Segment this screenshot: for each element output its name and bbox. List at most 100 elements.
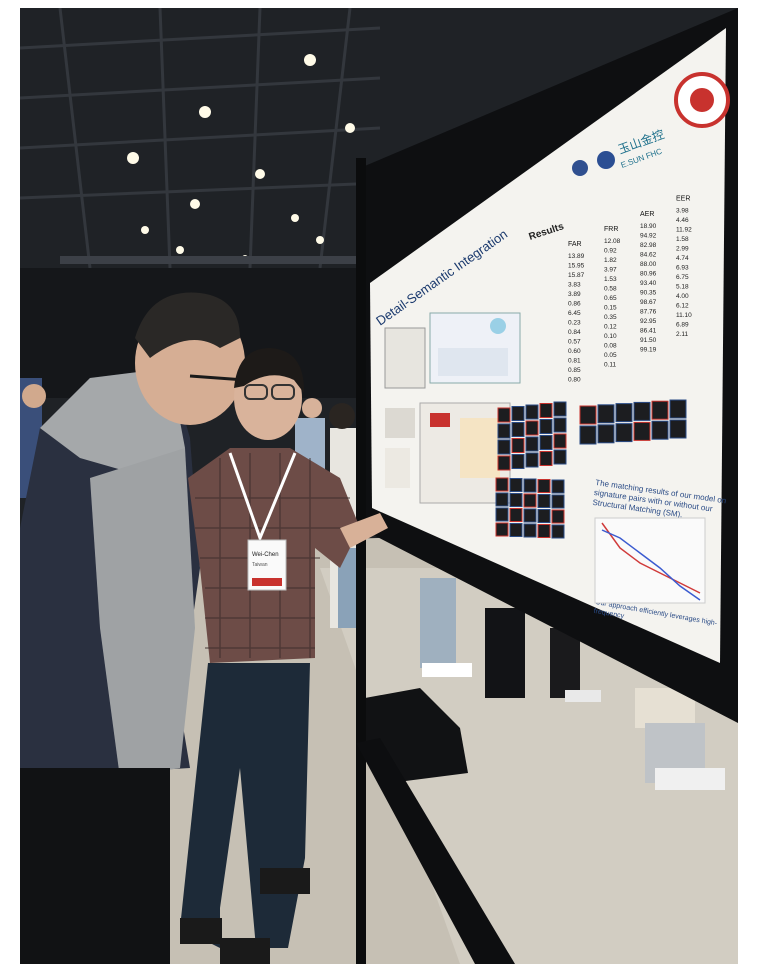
signature-thumbnail [537, 524, 551, 538]
seal-center-icon [690, 88, 714, 112]
table-cell: 84.62 [640, 251, 657, 258]
table-cell: 6.89 [676, 322, 689, 329]
table-cell: 93.40 [640, 280, 657, 287]
table-cell: 98.67 [640, 299, 657, 306]
signature-thumbnail [525, 436, 539, 452]
signature-thumbnail [615, 403, 633, 423]
signature-thumbnail [633, 401, 651, 421]
signature-thumbnail [509, 493, 523, 507]
table-cell: 88.00 [640, 261, 657, 268]
signature-thumbnail [553, 433, 567, 449]
table-cell: 0.35 [604, 314, 617, 321]
signature-thumbnail [497, 423, 511, 439]
signature-thumbnail [509, 478, 523, 492]
affiliate-logo-icon [572, 160, 588, 176]
ceiling-beam [60, 256, 390, 264]
signature-thumbnail [553, 417, 567, 433]
signature-grid-2 [579, 399, 687, 445]
signature-thumbnail [511, 406, 525, 421]
signature-thumbnail [509, 523, 523, 537]
signature-thumbnail [497, 439, 511, 455]
poster [370, 28, 726, 663]
table-cell: 6.93 [676, 265, 689, 272]
table-cell: 4.74 [676, 255, 689, 262]
table-cell: 3.98 [676, 208, 689, 215]
table-cell: 99.19 [640, 346, 657, 353]
signature-thumbnail [597, 424, 615, 444]
signature-thumbnail [651, 400, 669, 420]
table-cell: 87.76 [640, 308, 657, 315]
signature-thumbnail [597, 404, 615, 424]
table-cell: 12.08 [604, 238, 621, 245]
table-cell: 0.11 [604, 361, 617, 368]
table-cell: 13.89 [568, 253, 585, 260]
table-cell: 92.95 [640, 318, 657, 325]
signature-thumbnail [523, 508, 537, 523]
signature-thumbnail [651, 420, 669, 440]
table-cell: 4.46 [676, 217, 689, 224]
signature-thumbnail [615, 423, 633, 443]
table-cell: 15.95 [568, 263, 585, 270]
signature-thumbnail [509, 508, 523, 522]
table-cell: 82.98 [640, 242, 657, 249]
table-cell: 1.58 [676, 236, 689, 243]
table-cell: 0.57 [568, 339, 581, 346]
signature-thumbnail [553, 401, 567, 417]
signature-thumbnail [539, 451, 553, 466]
table-cell: 15.87 [568, 272, 585, 279]
table-header-cell: AER [640, 211, 654, 218]
table-cell: 0.08 [604, 342, 617, 349]
signature-thumbnail [539, 403, 553, 418]
table-cell: 0.85 [568, 367, 581, 374]
table-cell: 3.97 [604, 266, 617, 273]
table-cell: 3.89 [568, 291, 581, 298]
table-cell: 94.92 [640, 232, 657, 239]
board-post [356, 158, 366, 964]
results-table: FAR FRR AER EER 13.89 12.08 18.90 3.98 15.95 0.92… [568, 196, 692, 384]
background-people [20, 378, 725, 790]
board-base [356, 738, 515, 964]
signature-thumbnail [525, 420, 539, 436]
table-cell: 0.92 [604, 247, 617, 254]
method-diagrams [384, 312, 521, 504]
signature-thumbnail [537, 509, 551, 523]
table-cell: 0.84 [568, 329, 581, 336]
signature-thumbnail [497, 455, 511, 471]
table-cell: 0.15 [604, 304, 617, 311]
signature-thumbnail [539, 419, 553, 434]
poster-line-plot [594, 517, 706, 604]
signature-thumbnail [511, 454, 525, 469]
table-cell: 1.53 [604, 276, 617, 283]
esun-logo-icon [597, 151, 615, 169]
badge-affiliation: Taiwan [252, 562, 268, 568]
table-cell: 0.05 [604, 352, 617, 359]
conference-photo: Detail-Semantic Integration 玉山金控 E.SUN F… [20, 8, 738, 964]
signature-thumbnail [669, 419, 687, 439]
table-cell: 3.83 [568, 282, 581, 289]
table-cell: 0.58 [604, 285, 617, 292]
signature-thumbnail [495, 477, 509, 492]
table-header-cell: FRR [604, 226, 618, 233]
signature-thumbnail [495, 522, 509, 537]
signature-thumbnail [579, 425, 597, 445]
table-cell: 80.96 [640, 270, 657, 277]
table-cell: 6.12 [676, 303, 689, 310]
signature-thumbnail [525, 404, 539, 420]
signature-thumbnail [495, 507, 509, 522]
signature-thumbnail [551, 479, 565, 494]
table-cell: 5.18 [676, 284, 689, 291]
table-cell: 0.81 [568, 358, 581, 365]
signature-thumbnail [633, 421, 651, 441]
table-cell: 2.99 [676, 246, 689, 253]
ceiling-grid [20, 8, 381, 269]
table-cell: 0.80 [568, 377, 581, 384]
table-cell: 0.86 [568, 301, 581, 308]
table-cell: 0.23 [568, 320, 581, 327]
signature-thumbnail [525, 452, 539, 468]
signature-thumbnail [551, 509, 565, 524]
signature-thumbnail [539, 435, 553, 450]
table-header-cell: EER [676, 196, 690, 203]
signature-thumbnail [523, 493, 537, 508]
signature-thumbnail [537, 479, 551, 493]
table-header-cell: FAR [568, 241, 582, 248]
